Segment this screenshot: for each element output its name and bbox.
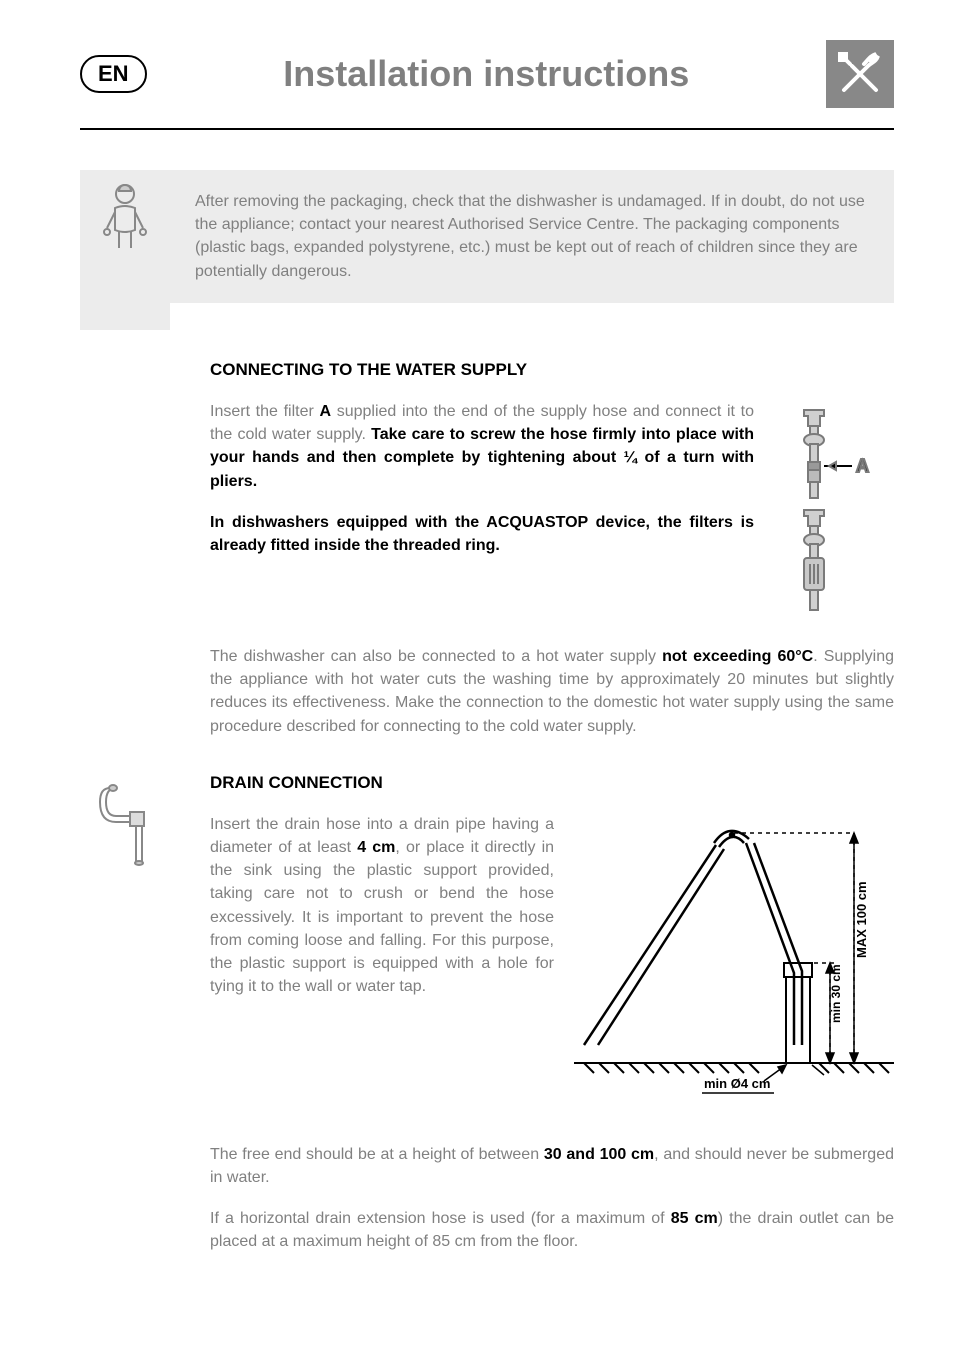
installer-icon-box — [80, 170, 170, 330]
drain-row: Insert the drain hose into a drain pipe … — [210, 813, 894, 1108]
drain-hose-icon — [80, 773, 170, 873]
water-supply-section: CONNECTING TO THE WATER SUPPLY Insert th… — [210, 360, 894, 738]
water-supply-row: Insert the filter A supplied into the en… — [210, 400, 894, 645]
page-header: EN Installation instructions — [80, 40, 894, 130]
intro-block: After removing the packaging, check that… — [80, 170, 894, 330]
installer-icon — [95, 180, 155, 255]
page-container: EN Installation instructions — [0, 0, 954, 1312]
intro-text: After removing the packaging, check that… — [170, 170, 894, 303]
drain-body: DRAIN CONNECTION Insert the drain hose i… — [210, 773, 894, 1108]
text-span: , or place it directly in the sink using… — [210, 839, 554, 995]
bold-exceeding: exceeding 60°C — [693, 648, 813, 665]
diagram-min-label: min 30 cm — [829, 964, 843, 1023]
text-span: The dishwasher can also be connected to … — [210, 648, 662, 665]
water-supply-para2: In dishwashers equipped with the ACQUAST… — [210, 511, 754, 557]
diagram-label-A: A — [856, 456, 869, 476]
label-A: A — [319, 403, 331, 420]
bold-85cm: 85 cm — [671, 1210, 718, 1227]
diagram-diameter-label: min Ø4 cm — [704, 1076, 770, 1091]
diagram-max-label: MAX 100 cm — [854, 881, 869, 958]
tools-icon — [826, 40, 894, 108]
water-supply-para3: The dishwasher can also be connected to … — [210, 645, 894, 738]
text-span: The free end should be at a height of be… — [210, 1146, 544, 1163]
language-badge: EN — [80, 55, 147, 93]
drain-diagram: MAX 100 cm min 30 cm min Ø4 cm — [574, 813, 894, 1108]
text-span: Insert the filter — [210, 403, 319, 420]
drain-para3: If a horizontal drain extension hose is … — [210, 1207, 894, 1253]
drain-section: DRAIN CONNECTION Insert the drain hose i… — [80, 773, 894, 1108]
bold-range: 30 and 100 cm — [544, 1146, 654, 1163]
drain-heading: DRAIN CONNECTION — [210, 773, 894, 793]
text-span: If a horizontal drain extension hose is … — [210, 1210, 671, 1227]
drain-para2: The free end should be at a height of be… — [210, 1143, 894, 1189]
water-supply-para1: Insert the filter A supplied into the en… — [210, 400, 754, 493]
drain-para1: Insert the drain hose into a drain pipe … — [210, 813, 554, 999]
water-supply-text: Insert the filter A supplied into the en… — [210, 400, 754, 645]
bold-not: not — [662, 648, 687, 665]
drain-text: Insert the drain hose into a drain pipe … — [210, 813, 554, 1017]
bold-4cm: 4 cm — [357, 839, 395, 856]
page-title: Installation instructions — [147, 53, 826, 95]
water-supply-heading: CONNECTING TO THE WATER SUPPLY — [210, 360, 894, 380]
drain-followup: The free end should be at a height of be… — [210, 1143, 894, 1254]
water-tap-diagram: A — [774, 400, 894, 645]
